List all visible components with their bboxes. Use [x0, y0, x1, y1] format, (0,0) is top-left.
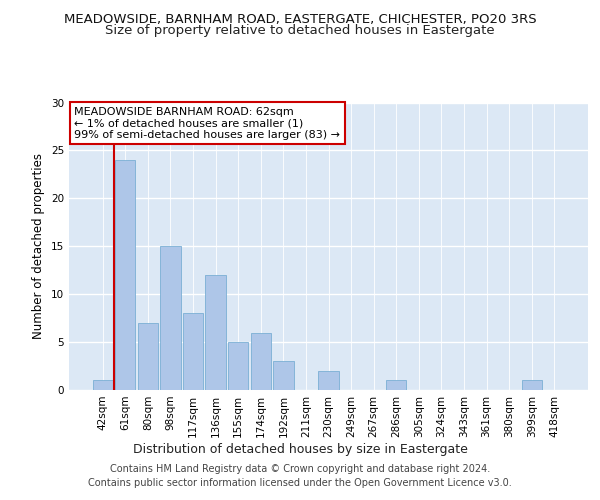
Bar	[273, 361, 293, 390]
Text: MEADOWSIDE BARNHAM ROAD: 62sqm
← 1% of detached houses are smaller (1)
99% of se: MEADOWSIDE BARNHAM ROAD: 62sqm ← 1% of d…	[74, 107, 340, 140]
Bar	[521, 380, 542, 390]
Bar	[205, 275, 226, 390]
Bar	[319, 371, 338, 390]
Bar	[183, 314, 203, 390]
Text: MEADOWSIDE, BARNHAM ROAD, EASTERGATE, CHICHESTER, PO20 3RS: MEADOWSIDE, BARNHAM ROAD, EASTERGATE, CH…	[64, 12, 536, 26]
Bar	[92, 380, 113, 390]
Bar	[251, 332, 271, 390]
Bar	[160, 246, 181, 390]
Text: Size of property relative to detached houses in Eastergate: Size of property relative to detached ho…	[105, 24, 495, 37]
Text: Distribution of detached houses by size in Eastergate: Distribution of detached houses by size …	[133, 442, 467, 456]
Bar	[115, 160, 136, 390]
Text: Contains HM Land Registry data © Crown copyright and database right 2024.
Contai: Contains HM Land Registry data © Crown c…	[88, 464, 512, 487]
Bar	[228, 342, 248, 390]
Y-axis label: Number of detached properties: Number of detached properties	[32, 153, 46, 340]
Bar	[138, 323, 158, 390]
Bar	[386, 380, 406, 390]
